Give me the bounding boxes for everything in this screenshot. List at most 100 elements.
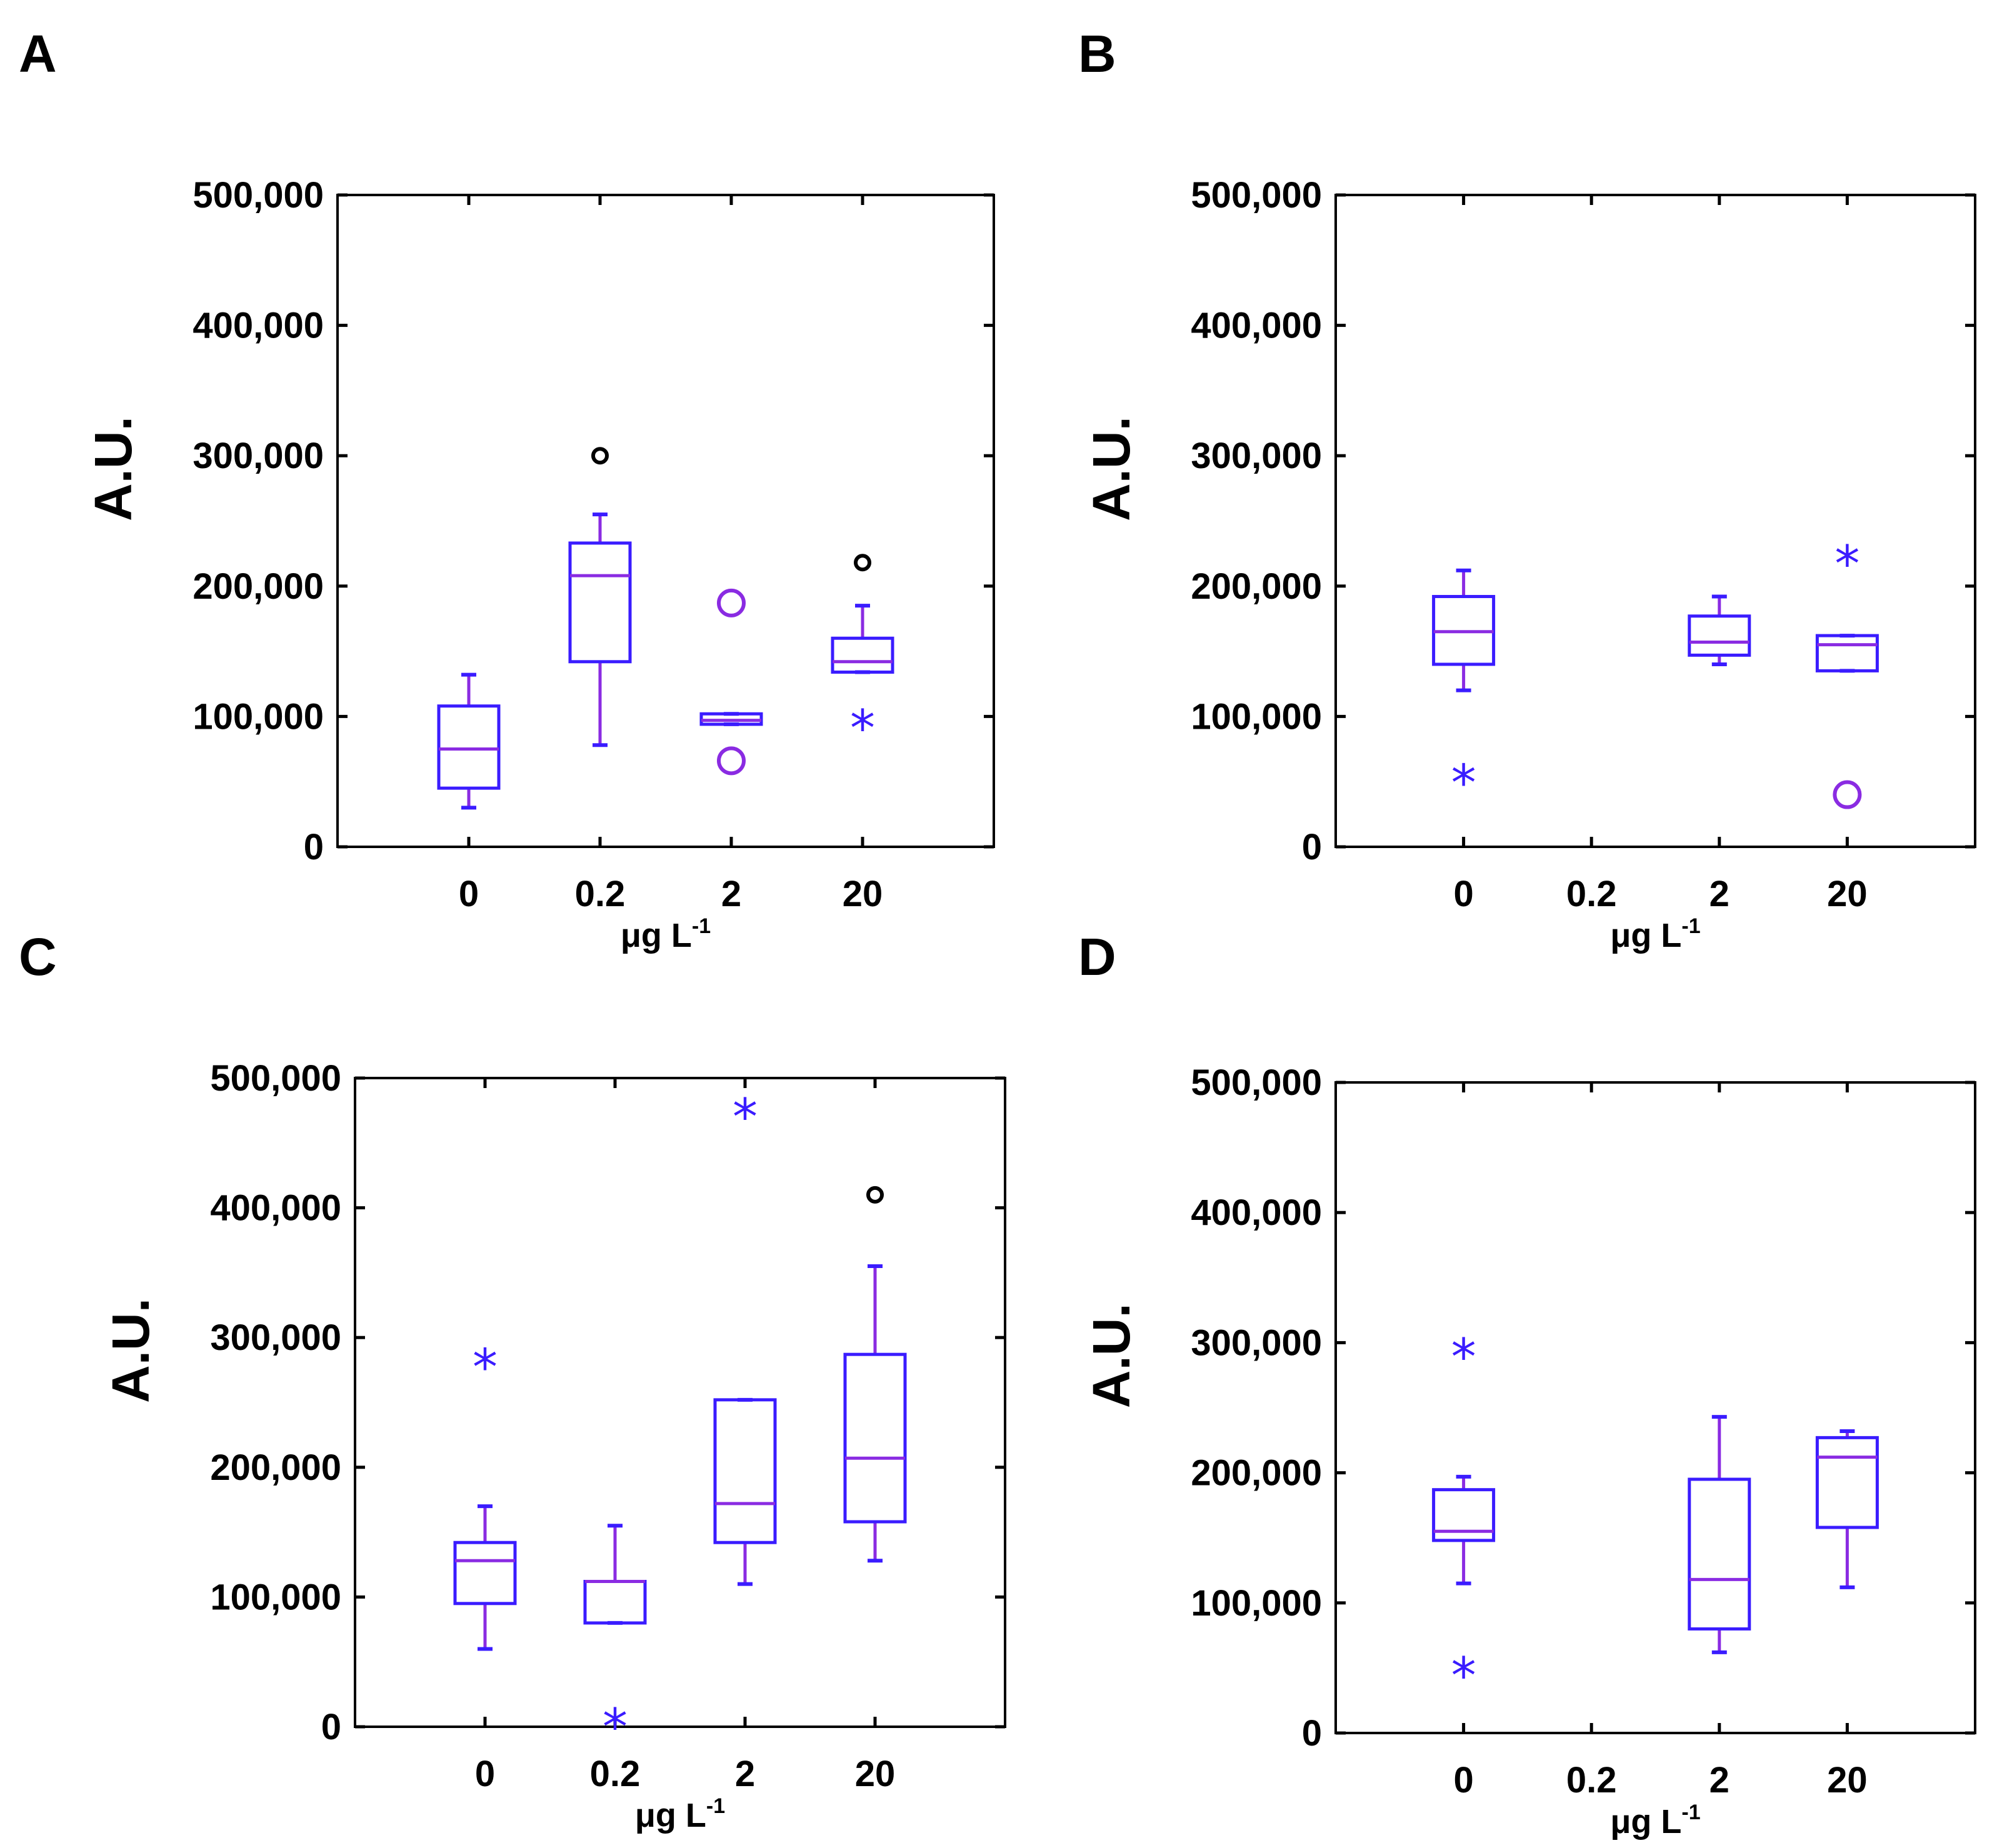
box-iqr [1688, 614, 1751, 657]
outlier-star: * [733, 1088, 758, 1146]
box-0: * [453, 1339, 517, 1651]
plot-frame [354, 1077, 1006, 1728]
x-tick-label: 0.2 [1566, 1760, 1617, 1801]
y-tick-label: 300,000 [193, 436, 324, 476]
box-0: * [1432, 568, 1496, 812]
y-tick-label: 0 [1302, 1713, 1322, 1754]
panel-letter-a: A [19, 24, 57, 83]
x-tick-label: 20 [855, 1754, 896, 1794]
outlier-star: * [473, 1339, 498, 1397]
x-axis-label: μg L-1 [621, 914, 711, 954]
x-axis-label: μg L-1 [635, 1794, 725, 1834]
x-tick-label: 0 [1453, 1760, 1473, 1801]
y-axis-label: A.U. [101, 1298, 160, 1403]
panel-b: B 0 100,000 200,000 300,000 400,000 500,000 0 0… [1078, 24, 1976, 954]
outlier-star: * [1451, 754, 1476, 812]
y-tick-label: 300,000 [1191, 436, 1322, 476]
plot-frame [1334, 1081, 1976, 1734]
y-tick-label: 400,000 [210, 1188, 341, 1229]
outlier-circle [866, 1186, 884, 1204]
y-axis-label: A.U. [84, 416, 143, 521]
y-tick-label: 100,000 [210, 1577, 341, 1617]
outlier-star: * [1834, 535, 1859, 593]
outlier-circle [854, 554, 871, 572]
box-iqr [437, 704, 501, 790]
y-tick-label: 0 [321, 1707, 341, 1747]
box-iqr [453, 1541, 517, 1606]
box-0: ** [1432, 1328, 1496, 1705]
box-2 [1688, 1415, 1751, 1654]
outlier-circle [1833, 780, 1862, 809]
y-tick-label: 200,000 [193, 566, 324, 607]
y-tick-label: 200,000 [1191, 566, 1322, 607]
plot-frame [336, 194, 995, 848]
box-iqr [831, 636, 894, 674]
outlier-circle [591, 447, 609, 465]
y-axis-label: A.U. [1082, 1303, 1141, 1408]
x-axis-label: μg L-1 [1610, 914, 1700, 954]
box-2 [1688, 594, 1751, 666]
y-tick-label: 0 [304, 827, 324, 867]
y-tick-label: 400,000 [1191, 1192, 1322, 1233]
x-tick-label: 2 [735, 1754, 755, 1794]
box-iqr [583, 1579, 647, 1625]
outlier-star: * [1451, 1647, 1476, 1705]
box-iqr [843, 1352, 907, 1524]
x-tick-label: 0 [459, 874, 479, 914]
box-2 [699, 588, 763, 776]
y-tick-label: 200,000 [1191, 1453, 1322, 1494]
x-tick-label: 20 [1827, 1760, 1868, 1801]
outlier-star: * [603, 1698, 628, 1756]
x-tick-label: 0.2 [590, 1754, 641, 1794]
y-tick-label: 400,000 [1191, 306, 1322, 346]
panel-d: D 0 100,000 200,000 300,000 400,000 500,000 0 0… [1078, 927, 1976, 1841]
y-tick-label: 100,000 [1191, 696, 1322, 737]
outlier-circle [717, 588, 746, 617]
panel-letter-c: C [19, 927, 57, 986]
outlier-star: * [1451, 1328, 1476, 1386]
x-tick-label: 0 [475, 1754, 495, 1794]
box-0.2: * [583, 1524, 647, 1756]
y-tick-label: 500,000 [210, 1058, 341, 1099]
box-iqr [568, 541, 632, 664]
x-tick-label: 0.2 [1566, 874, 1617, 914]
x-tick-label: 2 [1709, 874, 1729, 914]
x-tick-label: 0 [1453, 874, 1473, 914]
x-tick-label: 0.2 [575, 874, 626, 914]
panel-letter-b: B [1078, 24, 1116, 83]
x-tick-label: 20 [1827, 874, 1868, 914]
y-tick-label: 300,000 [210, 1317, 341, 1358]
box-iqr [1432, 1488, 1496, 1542]
y-tick-label: 100,000 [193, 696, 324, 737]
panel-letter-d: D [1078, 927, 1116, 986]
outlier-star: * [850, 699, 875, 757]
y-tick-label: 500,000 [1191, 175, 1322, 216]
y-axis-label: A.U. [1082, 416, 1141, 521]
x-tick-label: 2 [721, 874, 741, 914]
panel-a: A 0 100,000 200,000 300,000 400,000 500,000 0 0… [19, 24, 995, 954]
box-iqr [713, 1398, 777, 1544]
y-tick-label: 500,000 [193, 175, 324, 216]
y-tick-label: 500,000 [1191, 1062, 1322, 1103]
box-20 [1815, 1429, 1879, 1589]
box-2: * [713, 1088, 777, 1586]
panel-c: C 0 100,000 200,000 300,000 400,000 500,000 0 0… [19, 927, 1006, 1834]
box-0 [437, 672, 501, 810]
x-tick-label: 20 [843, 874, 883, 914]
box-iqr [1688, 1477, 1751, 1631]
box-20: * [831, 554, 894, 757]
y-tick-label: 0 [1302, 827, 1322, 867]
y-tick-label: 100,000 [1191, 1583, 1322, 1624]
x-tick-label: 2 [1709, 1760, 1729, 1801]
box-iqr [1815, 634, 1879, 672]
y-tick-label: 400,000 [193, 306, 324, 346]
box-20: * [1815, 535, 1879, 809]
y-tick-label: 300,000 [1191, 1322, 1322, 1363]
x-axis-label: μg L-1 [1610, 1801, 1700, 1841]
plot-frame [1334, 194, 1976, 848]
box-iqr [1815, 1436, 1879, 1529]
outlier-circle [717, 746, 746, 776]
box-20 [843, 1186, 907, 1563]
box-0.2 [568, 447, 632, 747]
